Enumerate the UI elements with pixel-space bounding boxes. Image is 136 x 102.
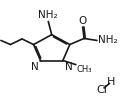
Text: Cl: Cl (97, 85, 107, 95)
Text: H: H (107, 77, 116, 87)
Text: CH₃: CH₃ (76, 65, 92, 74)
Text: O: O (79, 16, 87, 26)
Text: N: N (31, 62, 39, 72)
Text: NH₂: NH₂ (98, 35, 117, 45)
Text: N: N (64, 62, 72, 72)
Text: NH₂: NH₂ (38, 10, 58, 20)
